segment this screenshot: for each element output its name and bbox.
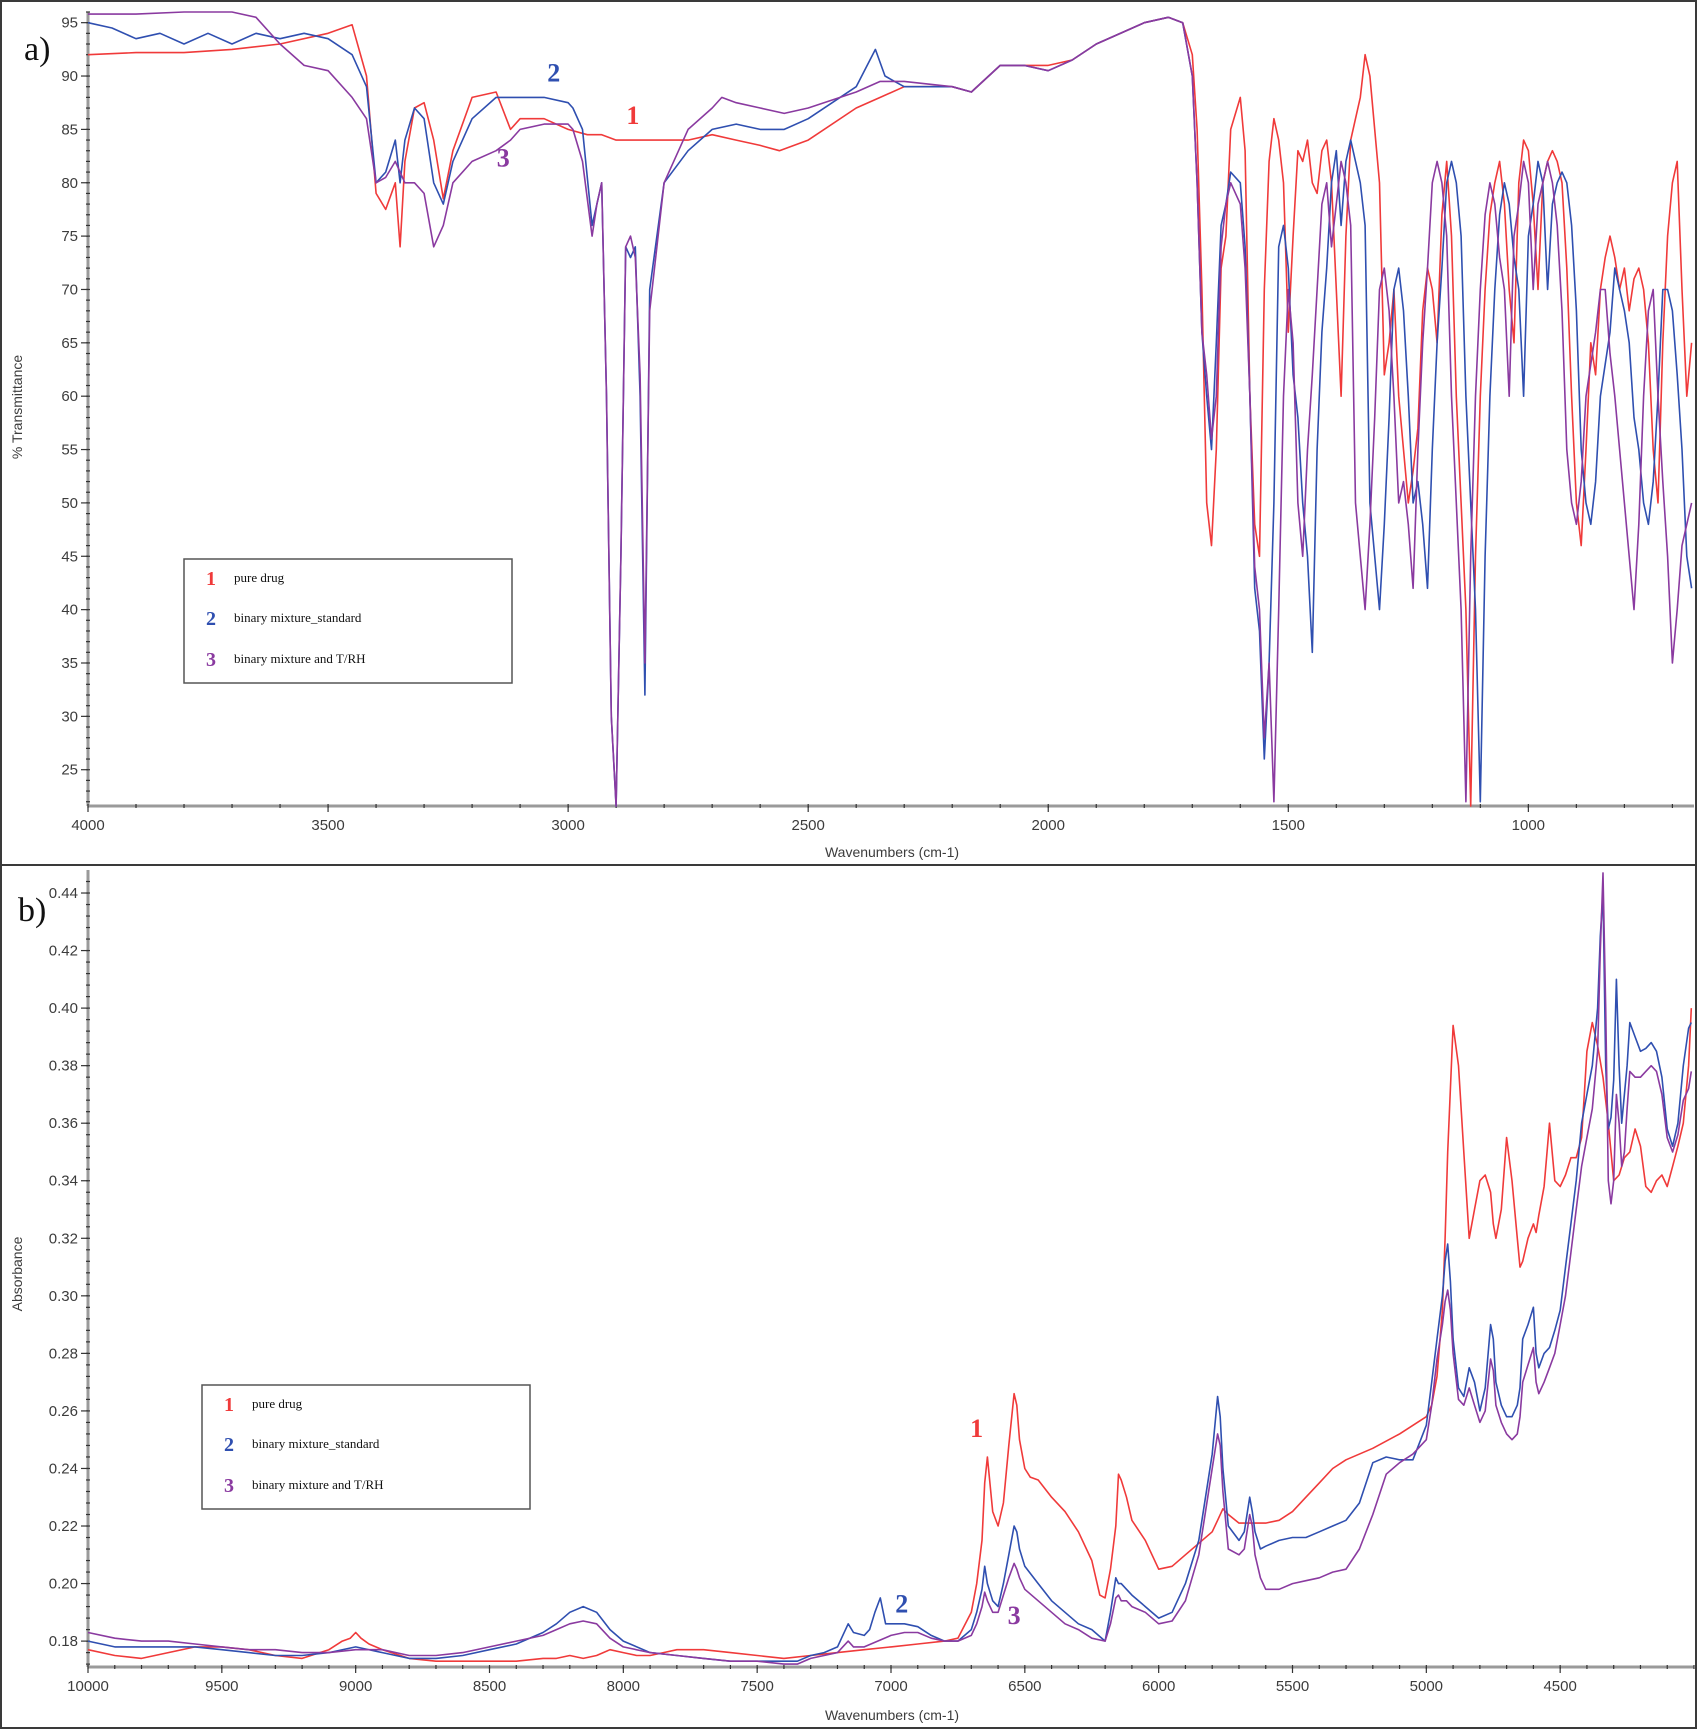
y-tick-label: 25 [61,762,78,779]
x-tick-label: 5000 [1410,1678,1443,1695]
chart-a-annotations: 1 2 3 [497,58,640,172]
x-tick-label: 8500 [473,1678,506,1695]
legend-a-label-1: pure drug [234,570,285,585]
panel-a-letter: a) [24,31,50,68]
y-tick-label: 30 [61,708,78,725]
chart-b-ylabel: Absorbance [9,1236,25,1311]
y-tick-label: 0.26 [49,1403,78,1420]
chart-b-plot: 0.18 0.20 0.22 0.24 0.26 0.28 0.30 0.32 0.34 0.36… [9,870,1695,1723]
y-tick-label: 65 [61,335,78,352]
x-tick-label: 3000 [551,817,584,834]
y-tick-label: 0.36 [49,1115,78,1132]
y-tick-label: 95 [61,15,78,32]
chart-a-xlabel: Wavenumbers (cm-1) [825,844,959,860]
y-tick-label: 0.42 [49,943,78,960]
x-tick-label: 5500 [1276,1678,1309,1695]
y-tick-label: 70 [61,281,78,298]
legend-b-label-1: pure drug [252,1396,303,1411]
chart-b-legend: 1 pure drug 2 binary mixture_standard 3 … [201,1384,531,1510]
x-tick-label: 6000 [1142,1678,1175,1695]
y-tick-label: 55 [61,442,78,459]
y-tick-label: 0.40 [49,1000,78,1017]
panel-a-ftir-transmittance: 25 30 35 40 45 50 55 60 65 70 75 80 85 90 95 4000 3500 30… [0,0,1697,866]
y-tick-label: 90 [61,68,78,85]
x-tick-label: 3500 [311,817,344,834]
x-tick-label: 6500 [1008,1678,1041,1695]
chart-b-annotations: 1 2 3 [895,1414,1020,1630]
x-tick-label: 4500 [1543,1678,1576,1695]
chart-b-axes: 0.18 0.20 0.22 0.24 0.26 0.28 0.30 0.32 0.34 0.36… [49,870,1695,1695]
series-line-3 [88,11,1693,807]
legend-b-num-3: 3 [224,1475,234,1497]
x-tick-label: 1500 [1272,817,1305,834]
y-tick-label: 50 [61,495,78,512]
panel-b-letter: b) [18,892,46,929]
x-tick-label: 1000 [1512,817,1545,834]
y-tick-label: 0.28 [49,1345,78,1362]
y-tick-label: 0.24 [49,1460,78,1477]
series-annotation-3: 3 [497,144,510,173]
x-tick-label: 2500 [791,817,824,834]
chart-b-series [87,872,1693,1665]
chart-a-series [87,11,1693,807]
legend-a-num-1: 1 [206,568,216,590]
x-tick-label: 8000 [607,1678,640,1695]
panel-b-nir-absorbance: 0.18 0.20 0.22 0.24 0.26 0.28 0.30 0.32 0.34 0.36… [0,864,1697,1729]
series-annotation-1: 1 [970,1414,983,1443]
y-tick-label: 0.20 [49,1576,78,1593]
y-tick-label: 0.34 [49,1173,78,1190]
chart-a-ylabel: % Transmittance [9,355,25,459]
legend-a-num-3: 3 [206,649,216,671]
series-line-2 [87,892,1693,1663]
legend-b-label-2: binary mixture_standard [252,1436,380,1451]
series-annotation-2: 2 [547,58,560,87]
x-tick-label: 7500 [740,1678,773,1695]
series-line-2 [87,16,1693,807]
series-annotation-1: 1 [626,101,639,130]
y-tick-label: 0.30 [49,1288,78,1305]
legend-b-num-1: 1 [224,1394,234,1416]
chart-a-plot: 25 30 35 40 45 50 55 60 65 70 75 80 85 90 95 4000 3500 30… [9,11,1694,860]
y-tick-label: 0.18 [49,1633,78,1650]
chart-b-xlabel: Wavenumbers (cm-1) [825,1707,959,1723]
x-tick-label: 4000 [71,817,104,834]
chart-a-axes: 25 30 35 40 45 50 55 60 65 70 75 80 85 90 95 4000 3500 30… [61,11,1694,834]
legend-b-num-2: 2 [224,1434,234,1456]
y-tick-label: 0.38 [49,1058,78,1075]
y-tick-label: 0.44 [49,885,78,902]
chart-a-legend: 1 pure drug 2 binary mixture_standard 3 … [183,558,513,684]
x-tick-label: 9500 [205,1678,238,1695]
x-tick-label: 2000 [1032,817,1065,834]
x-tick-label: 10000 [67,1678,109,1695]
series-line-3 [87,872,1693,1665]
y-tick-label: 0.22 [49,1518,78,1535]
y-tick-label: 40 [61,602,78,619]
series-annotation-3: 3 [1008,1601,1021,1630]
y-tick-label: 75 [61,228,78,245]
y-tick-label: 60 [61,388,78,405]
y-tick-label: 35 [61,655,78,672]
y-tick-label: 85 [61,121,78,138]
y-tick-label: 80 [61,175,78,192]
series-line-1 [87,16,1693,807]
legend-b-label-3: binary mixture and T/RH [252,1477,384,1492]
x-tick-label: 7000 [874,1678,907,1695]
legend-a-label-2: binary mixture_standard [234,610,362,625]
series-annotation-2: 2 [895,1589,908,1618]
legend-a-label-3: binary mixture and T/RH [234,651,366,666]
x-tick-label: 9000 [339,1678,372,1695]
legend-a-num-2: 2 [206,608,216,630]
y-tick-label: 0.32 [49,1230,78,1247]
y-tick-label: 45 [61,548,78,565]
series-line-1 [87,1008,1693,1663]
